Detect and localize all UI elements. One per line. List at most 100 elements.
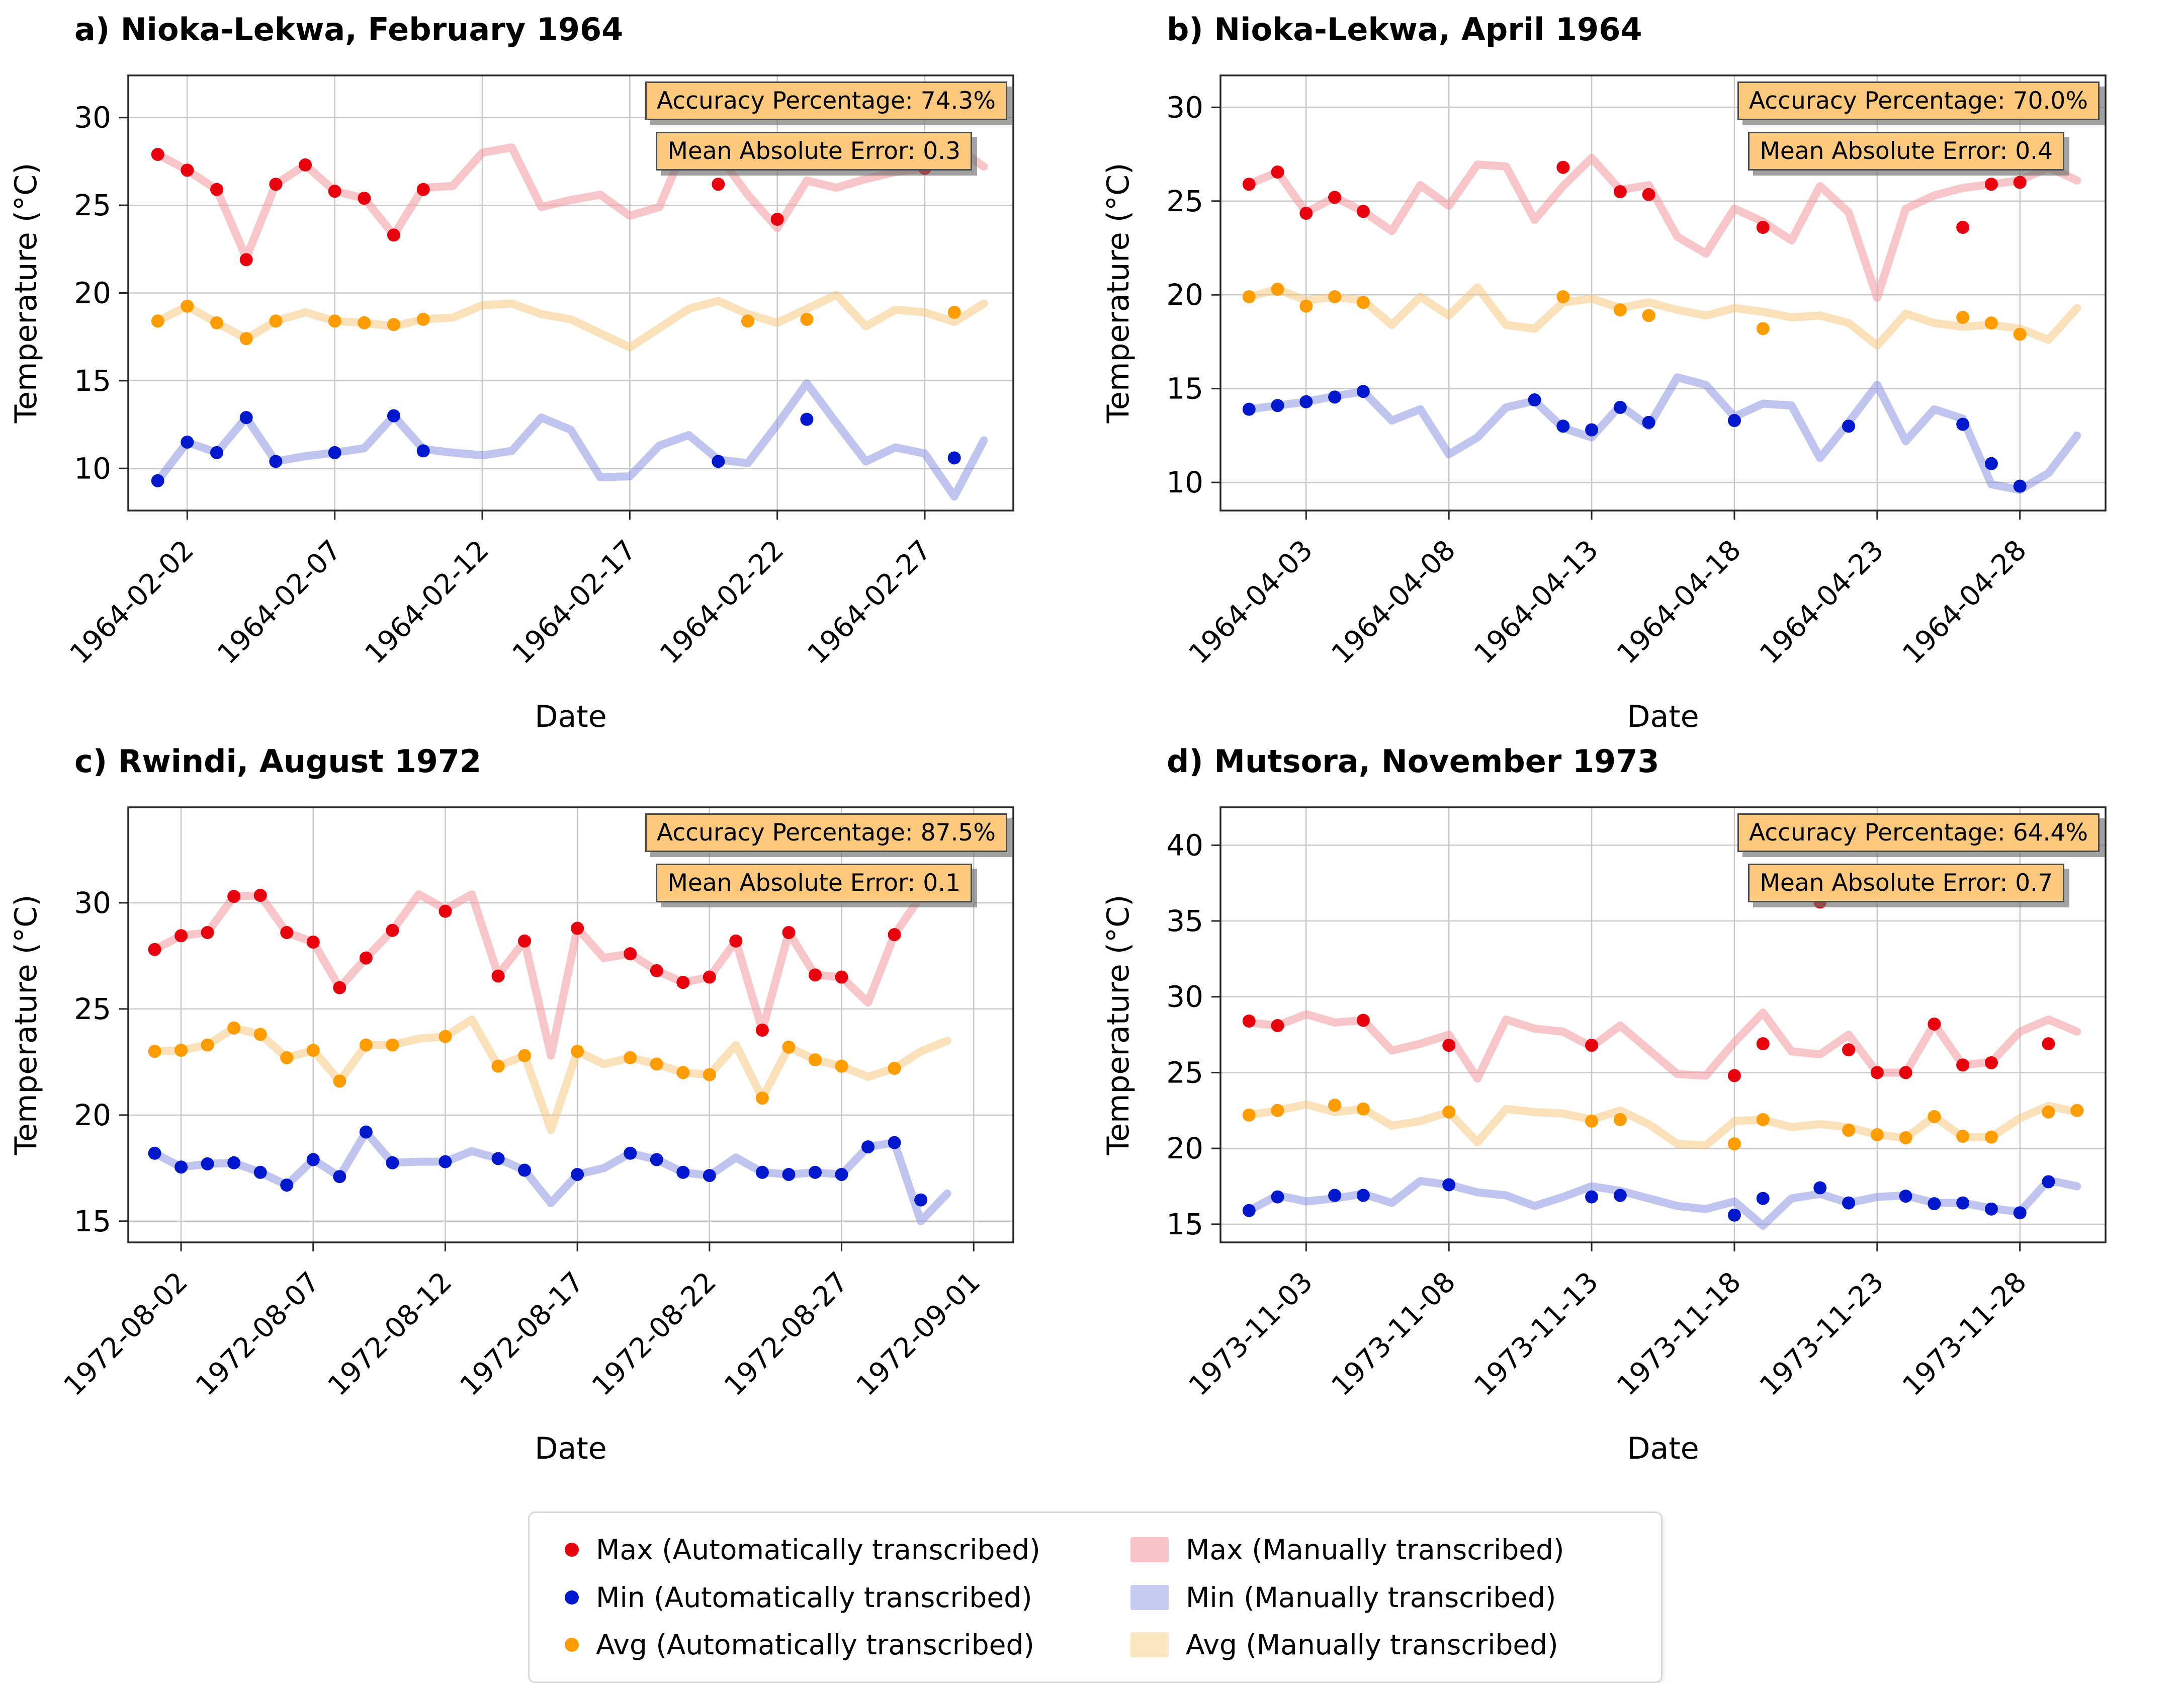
legend-label: Max (Manually transcribed): [1186, 1533, 1564, 1566]
svg-text:1972-08-02: 1972-08-02: [57, 1266, 194, 1402]
svg-text:1964-04-28: 1964-04-28: [1896, 534, 2033, 670]
plot-border: [127, 806, 1014, 1243]
svg-text:25: 25: [74, 992, 111, 1026]
min-manual-band: [153, 379, 988, 501]
legend-label: Max (Automatically transcribed): [596, 1533, 1040, 1566]
svg-text:1973-11-28: 1973-11-28: [1896, 1266, 2033, 1402]
panel-c: c) Rwindi, August 1972 15 20 25 30 1972-08-0…: [0, 732, 1092, 1486]
panel-a: a) Nioka-Lekwa, February 1964 10 15 20 25 30…: [0, 0, 1092, 754]
legend-item-max-auto: Max (Automatically transcribed): [530, 1534, 1095, 1566]
panel-b-chart: 10 15 20 25 30 1964-04-03 1964-04-08 1964-04-13…: [1101, 74, 2107, 734]
legend-item-min-auto: Min (Automatically transcribed): [530, 1581, 1095, 1614]
min-manual-patch-icon: [1130, 1584, 1169, 1610]
min-auto-dots: [1242, 1175, 2055, 1222]
avg-auto-dots: [1242, 1099, 2084, 1151]
svg-text:1964-02-07: 1964-02-07: [211, 534, 347, 670]
svg-text:15: 15: [74, 1204, 111, 1238]
legend-item-max-manual: Max (Manually transcribed): [1095, 1534, 1661, 1566]
avg-manual-band: [1245, 1100, 2081, 1150]
svg-text:30: 30: [1166, 980, 1203, 1014]
svg-text:35: 35: [1166, 904, 1203, 938]
svg-text:25: 25: [1166, 184, 1203, 218]
legend-item-avg-auto: Avg (Automatically transcribed): [530, 1629, 1095, 1661]
panel-c-mae-annotation: Mean Absolute Error: 0.1: [656, 864, 972, 902]
min-auto-dots: [151, 409, 961, 487]
gridlines: [128, 75, 1013, 511]
avg-manual-band: [1245, 283, 2081, 350]
svg-text:1964-04-23: 1964-04-23: [1754, 534, 1890, 670]
svg-text:1973-11-18: 1973-11-18: [1611, 1266, 1747, 1402]
svg-text:1964-02-22: 1964-02-22: [654, 534, 790, 670]
svg-text:20: 20: [1166, 1131, 1203, 1165]
svg-text:25: 25: [74, 188, 111, 222]
panel-a-mae-annotation: Mean Absolute Error: 0.3: [656, 132, 972, 171]
avg-manual-patch-icon: [1130, 1632, 1169, 1658]
svg-text:30: 30: [74, 886, 111, 920]
max-auto-dots: [1242, 160, 2027, 234]
panel-a-chart: 10 15 20 25 30 1964-02-02 1964-02-07 1964-02-12…: [9, 74, 1014, 734]
manual-bands: [153, 133, 988, 501]
legend-label: Min (Automatically transcribed): [596, 1581, 1032, 1614]
gridlines: [1220, 807, 2106, 1242]
x-axis-label: Date: [1627, 699, 1699, 734]
svg-text:1972-08-27: 1972-08-27: [718, 1266, 854, 1402]
manual-bands: [150, 886, 951, 1225]
x-axis-label: Date: [535, 699, 606, 734]
panel-d-mae-annotation: Mean Absolute Error: 0.7: [1748, 864, 2064, 902]
svg-text:1964-04-03: 1964-04-03: [1182, 534, 1319, 670]
svg-text:30: 30: [74, 101, 111, 135]
panel-c-accuracy-annotation: Accuracy Percentage: 87.5%: [645, 813, 1007, 852]
panel-b-title: b) Nioka-Lekwa, April 1964: [1167, 11, 1642, 48]
min-manual-band: [150, 1128, 951, 1225]
max-manual-band: [1245, 154, 2081, 302]
panel-a-accuracy-annotation: Accuracy Percentage: 74.3%: [645, 81, 1007, 120]
svg-text:1964-02-27: 1964-02-27: [801, 534, 937, 670]
svg-text:1972-08-12: 1972-08-12: [321, 1266, 458, 1402]
avg-auto-dots: [151, 299, 961, 346]
svg-text:1973-11-03: 1973-11-03: [1182, 1266, 1319, 1402]
svg-text:10: 10: [74, 451, 111, 485]
svg-text:10: 10: [1166, 465, 1203, 499]
legend-item-avg-manual: Avg (Manually transcribed): [1095, 1629, 1661, 1661]
panel-a-title: a) Nioka-Lekwa, February 1964: [74, 11, 624, 48]
legend-item-min-manual: Min (Manually transcribed): [1095, 1581, 1661, 1614]
svg-text:1964-04-08: 1964-04-08: [1325, 534, 1461, 670]
manual-bands: [1245, 154, 2081, 494]
svg-text:20: 20: [74, 276, 111, 310]
auto-dots: [1242, 895, 2084, 1222]
panel-d-accuracy-annotation: Accuracy Percentage: 64.4%: [1737, 813, 2100, 852]
max-auto-dots: [1242, 895, 2055, 1082]
axis-ticks: 152025301972-08-021972-08-071972-08-1219…: [57, 886, 986, 1402]
svg-text:20: 20: [1166, 278, 1203, 312]
panel-d: d) Mutsora, November 1973 15 20 25 30 35 40 19…: [1092, 732, 2184, 1486]
svg-text:1973-11-13: 1973-11-13: [1468, 1266, 1604, 1402]
svg-text:15: 15: [1166, 372, 1203, 406]
min-auto-dot-icon: [565, 1590, 579, 1605]
avg-auto-dot-icon: [565, 1638, 579, 1652]
svg-text:1964-04-18: 1964-04-18: [1611, 534, 1747, 670]
svg-text:1972-09-01: 1972-09-01: [850, 1266, 986, 1402]
axis-ticks: 10 15 20 25 30 1964-04-03 1964-04-08 1964-04-13…: [1166, 90, 2033, 670]
min-manual-band: [1245, 373, 2081, 494]
svg-text:1964-04-13: 1964-04-13: [1468, 534, 1604, 670]
manual-bands: [1245, 1008, 2081, 1230]
legend-label: Min (Manually transcribed): [1186, 1581, 1556, 1614]
avg-auto-dots: [1242, 283, 2027, 341]
svg-text:1972-08-17: 1972-08-17: [454, 1266, 590, 1402]
svg-text:1964-02-17: 1964-02-17: [506, 534, 642, 670]
y-axis-label: Temperature (°C): [9, 895, 44, 1156]
x-axis-label: Date: [535, 1431, 606, 1466]
legend-label: Avg (Automatically transcribed): [596, 1629, 1034, 1661]
y-axis-label: Temperature (°C): [9, 163, 44, 424]
max-manual-band: [153, 133, 988, 262]
panel-b-accuracy-annotation: Accuracy Percentage: 70.0%: [1737, 81, 2100, 120]
auto-dots: [148, 889, 928, 1207]
max-auto-dot-icon: [565, 1542, 579, 1557]
max-manual-band: [150, 886, 951, 1060]
min-manual-band: [1245, 1176, 2081, 1230]
min-auto-dots: [1242, 385, 2027, 493]
legend: Max (Automatically transcribed) Max (Man…: [528, 1511, 1663, 1683]
panel-d-title: d) Mutsora, November 1973: [1167, 743, 1659, 780]
svg-text:40: 40: [1166, 828, 1203, 862]
svg-text:20: 20: [74, 1098, 111, 1132]
